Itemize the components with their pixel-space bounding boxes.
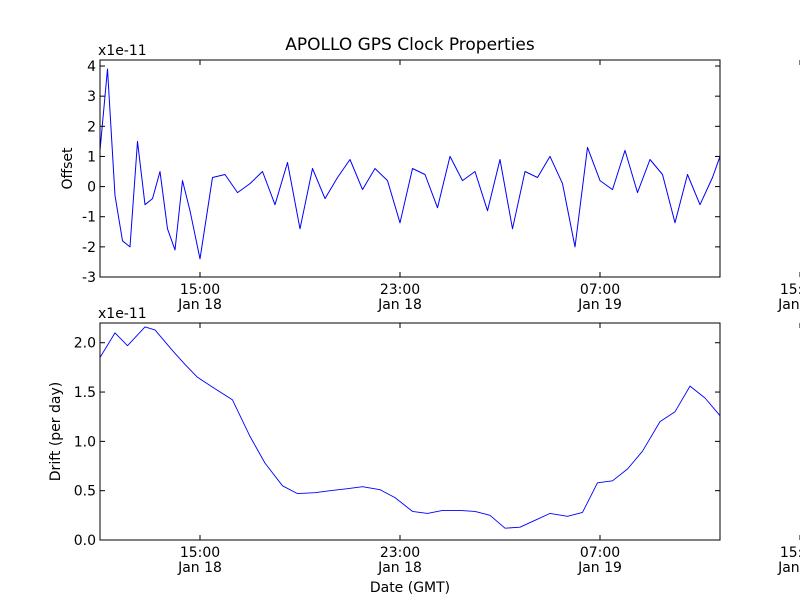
- drift-panel-xtick-time-label: 23:00: [380, 545, 420, 561]
- offset-panel-ytick-label: 3: [87, 89, 96, 105]
- drift-panel-xtick-time-label: 15:00: [780, 545, 800, 561]
- offset-panel-xtick-date-label: Jan 18: [177, 297, 222, 313]
- offset-panel-ytick-label: 0: [87, 180, 96, 196]
- offset-panel-xtick-time-label: 23:00: [380, 282, 420, 298]
- offset-panel-xtick-date-label: Jan 18: [377, 297, 422, 313]
- drift-panel-xtick-date-label: Jan 19: [577, 560, 622, 576]
- offset-panel-y-axis-label: Offset: [60, 147, 76, 190]
- drift-panel-axes-frame: [99, 322, 721, 541]
- offset-panel-xtick-time-label: 15:00: [780, 282, 800, 298]
- drift-panel-xtick-date-label: Jan 18: [377, 560, 422, 576]
- offset-panel-axes-frame: [99, 59, 721, 278]
- x-axis-label: Date (GMT): [370, 580, 450, 596]
- offset-panel-ytick-label: -2: [82, 240, 96, 256]
- drift-panel-ytick-label: 1.5: [74, 385, 96, 401]
- offset-panel-ytick-label: 4: [87, 59, 96, 75]
- drift-panel-ytick-label: 1.0: [74, 434, 96, 450]
- offset-panel-ytick-label: -1: [82, 210, 96, 226]
- offset-panel-ytick-label: 1: [87, 149, 96, 165]
- drift-panel-y-axis-label: Drift (per day): [48, 382, 64, 481]
- offset-panel-xtick-time-label: 07:00: [580, 282, 620, 298]
- offset-panel-series-line-0: [99, 68, 721, 260]
- offset-panel-y-multiplier: x1e-11: [98, 43, 147, 59]
- drift-panel-y-multiplier: x1e-11: [98, 306, 147, 322]
- drift-panel-ytick-label: 2.0: [74, 336, 96, 352]
- offset-panel-ytick-label: 2: [87, 119, 96, 135]
- drift-panel-series-line-0: [99, 326, 721, 529]
- drift-panel-ytick-label: 0.5: [74, 484, 96, 500]
- drift-panel-xtick-time-label: 15:00: [180, 545, 220, 561]
- drift-panel-xtick-date-label: Jan 19: [777, 560, 800, 576]
- offset-panel-ytick-label: -3: [82, 270, 96, 286]
- offset-panel-xtick-time-label: 15:00: [180, 282, 220, 298]
- drift-panel-xtick-date-label: Jan 18: [177, 560, 222, 576]
- offset-panel-xtick-date-label: Jan 19: [577, 297, 622, 313]
- offset-panel-xtick-date-label: Jan 19: [777, 297, 800, 313]
- drift-panel-ytick-label: 0.0: [74, 533, 96, 549]
- drift-panel-xtick-time-label: 07:00: [580, 545, 620, 561]
- chart-title: APOLLO GPS Clock Properties: [285, 35, 535, 55]
